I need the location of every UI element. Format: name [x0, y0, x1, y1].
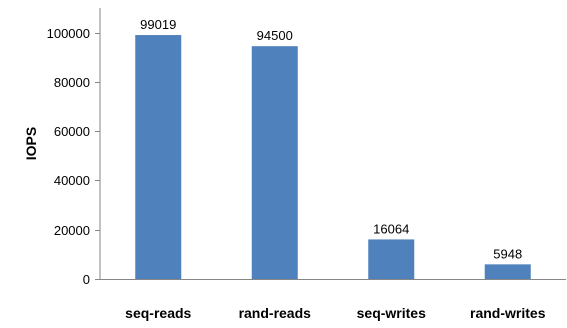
bar-seq-writes	[368, 239, 415, 279]
x-category-label: rand-writes	[470, 305, 546, 321]
x-axis: seq-reads rand-reads seq-writes rand-writes	[100, 279, 566, 321]
y-tick-label: 40000	[54, 173, 90, 188]
y-tick-label: 60000	[54, 124, 90, 139]
x-category-label: seq-writes	[357, 305, 426, 321]
y-tick-label: 100000	[47, 26, 90, 41]
data-label: 5948	[493, 246, 522, 261]
y-tick-label: 80000	[54, 75, 90, 90]
bar-rand-reads	[251, 46, 298, 279]
y-tick-label: 0	[83, 272, 90, 287]
data-label: 94500	[257, 28, 293, 43]
y-tick-label: 20000	[54, 223, 90, 238]
bar-seq-reads	[135, 35, 182, 279]
x-category-label: seq-reads	[125, 305, 191, 321]
bars: 99019 94500 16064 5948	[135, 17, 531, 279]
data-label: 99019	[140, 17, 176, 32]
data-label: 16064	[373, 221, 409, 236]
x-category-label: rand-reads	[239, 305, 312, 321]
bar-rand-writes	[484, 264, 531, 279]
y-axis-title: IOPS	[23, 127, 39, 160]
y-axis: 0 20000 40000 60000 80000 100000	[47, 8, 101, 287]
